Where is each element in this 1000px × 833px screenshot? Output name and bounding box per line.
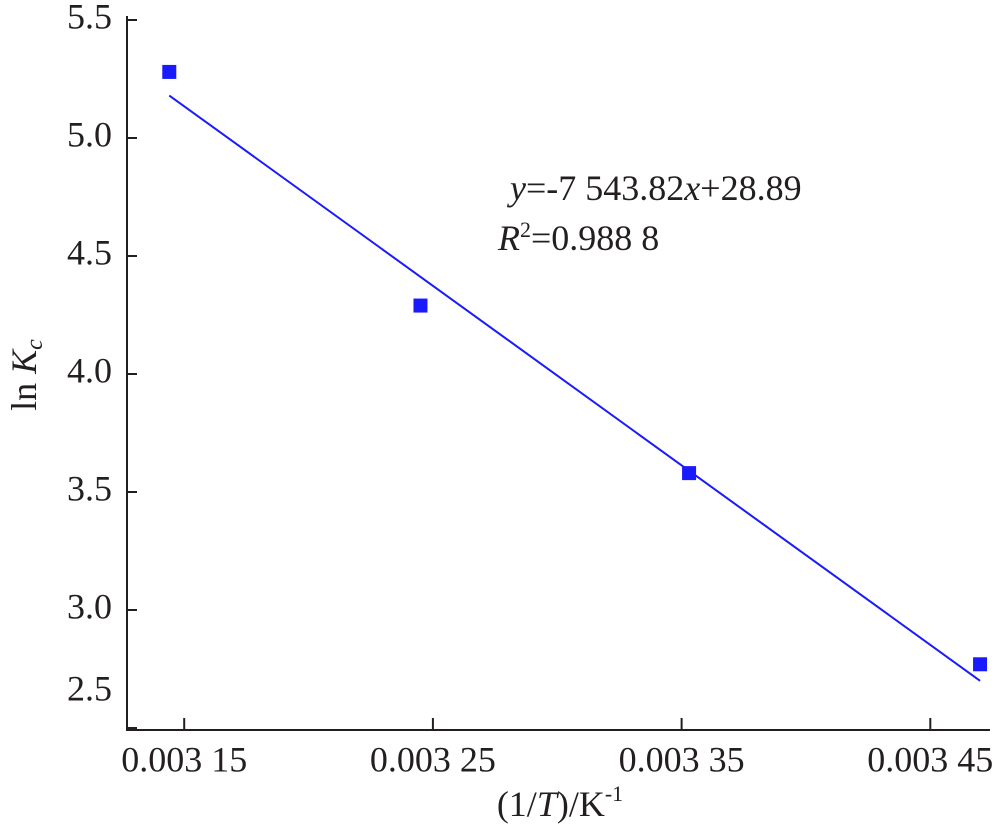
data-point bbox=[973, 657, 988, 672]
y-tick-label: 3.5 bbox=[67, 468, 112, 508]
y-tick-label: 3.0 bbox=[67, 586, 112, 626]
data-point bbox=[162, 64, 177, 79]
r-squared: R2=0.988 8 bbox=[497, 217, 659, 258]
x-tick-label: 0.003 35 bbox=[619, 739, 745, 779]
x-tick-label: 0.003 15 bbox=[121, 739, 247, 779]
x-tick-label: 0.003 45 bbox=[867, 739, 993, 779]
y-axis-label: ln Kc bbox=[4, 339, 47, 411]
y-tick-label: 5.0 bbox=[67, 114, 112, 154]
y-tick-label: 4.0 bbox=[67, 350, 112, 390]
x-axis-label: (1/T)/K-1 bbox=[497, 781, 623, 824]
y-tick-label: 2.5 bbox=[67, 668, 112, 708]
y-tick-label: 4.5 bbox=[67, 232, 112, 272]
x-tick-label: 0.003 25 bbox=[370, 739, 496, 779]
equation: y=-7 543.82x+28.89 bbox=[507, 168, 802, 208]
data-point bbox=[682, 466, 697, 481]
data-point bbox=[413, 298, 428, 313]
fit-line bbox=[168, 94, 981, 682]
y-tick-label: 5.5 bbox=[67, 0, 112, 36]
